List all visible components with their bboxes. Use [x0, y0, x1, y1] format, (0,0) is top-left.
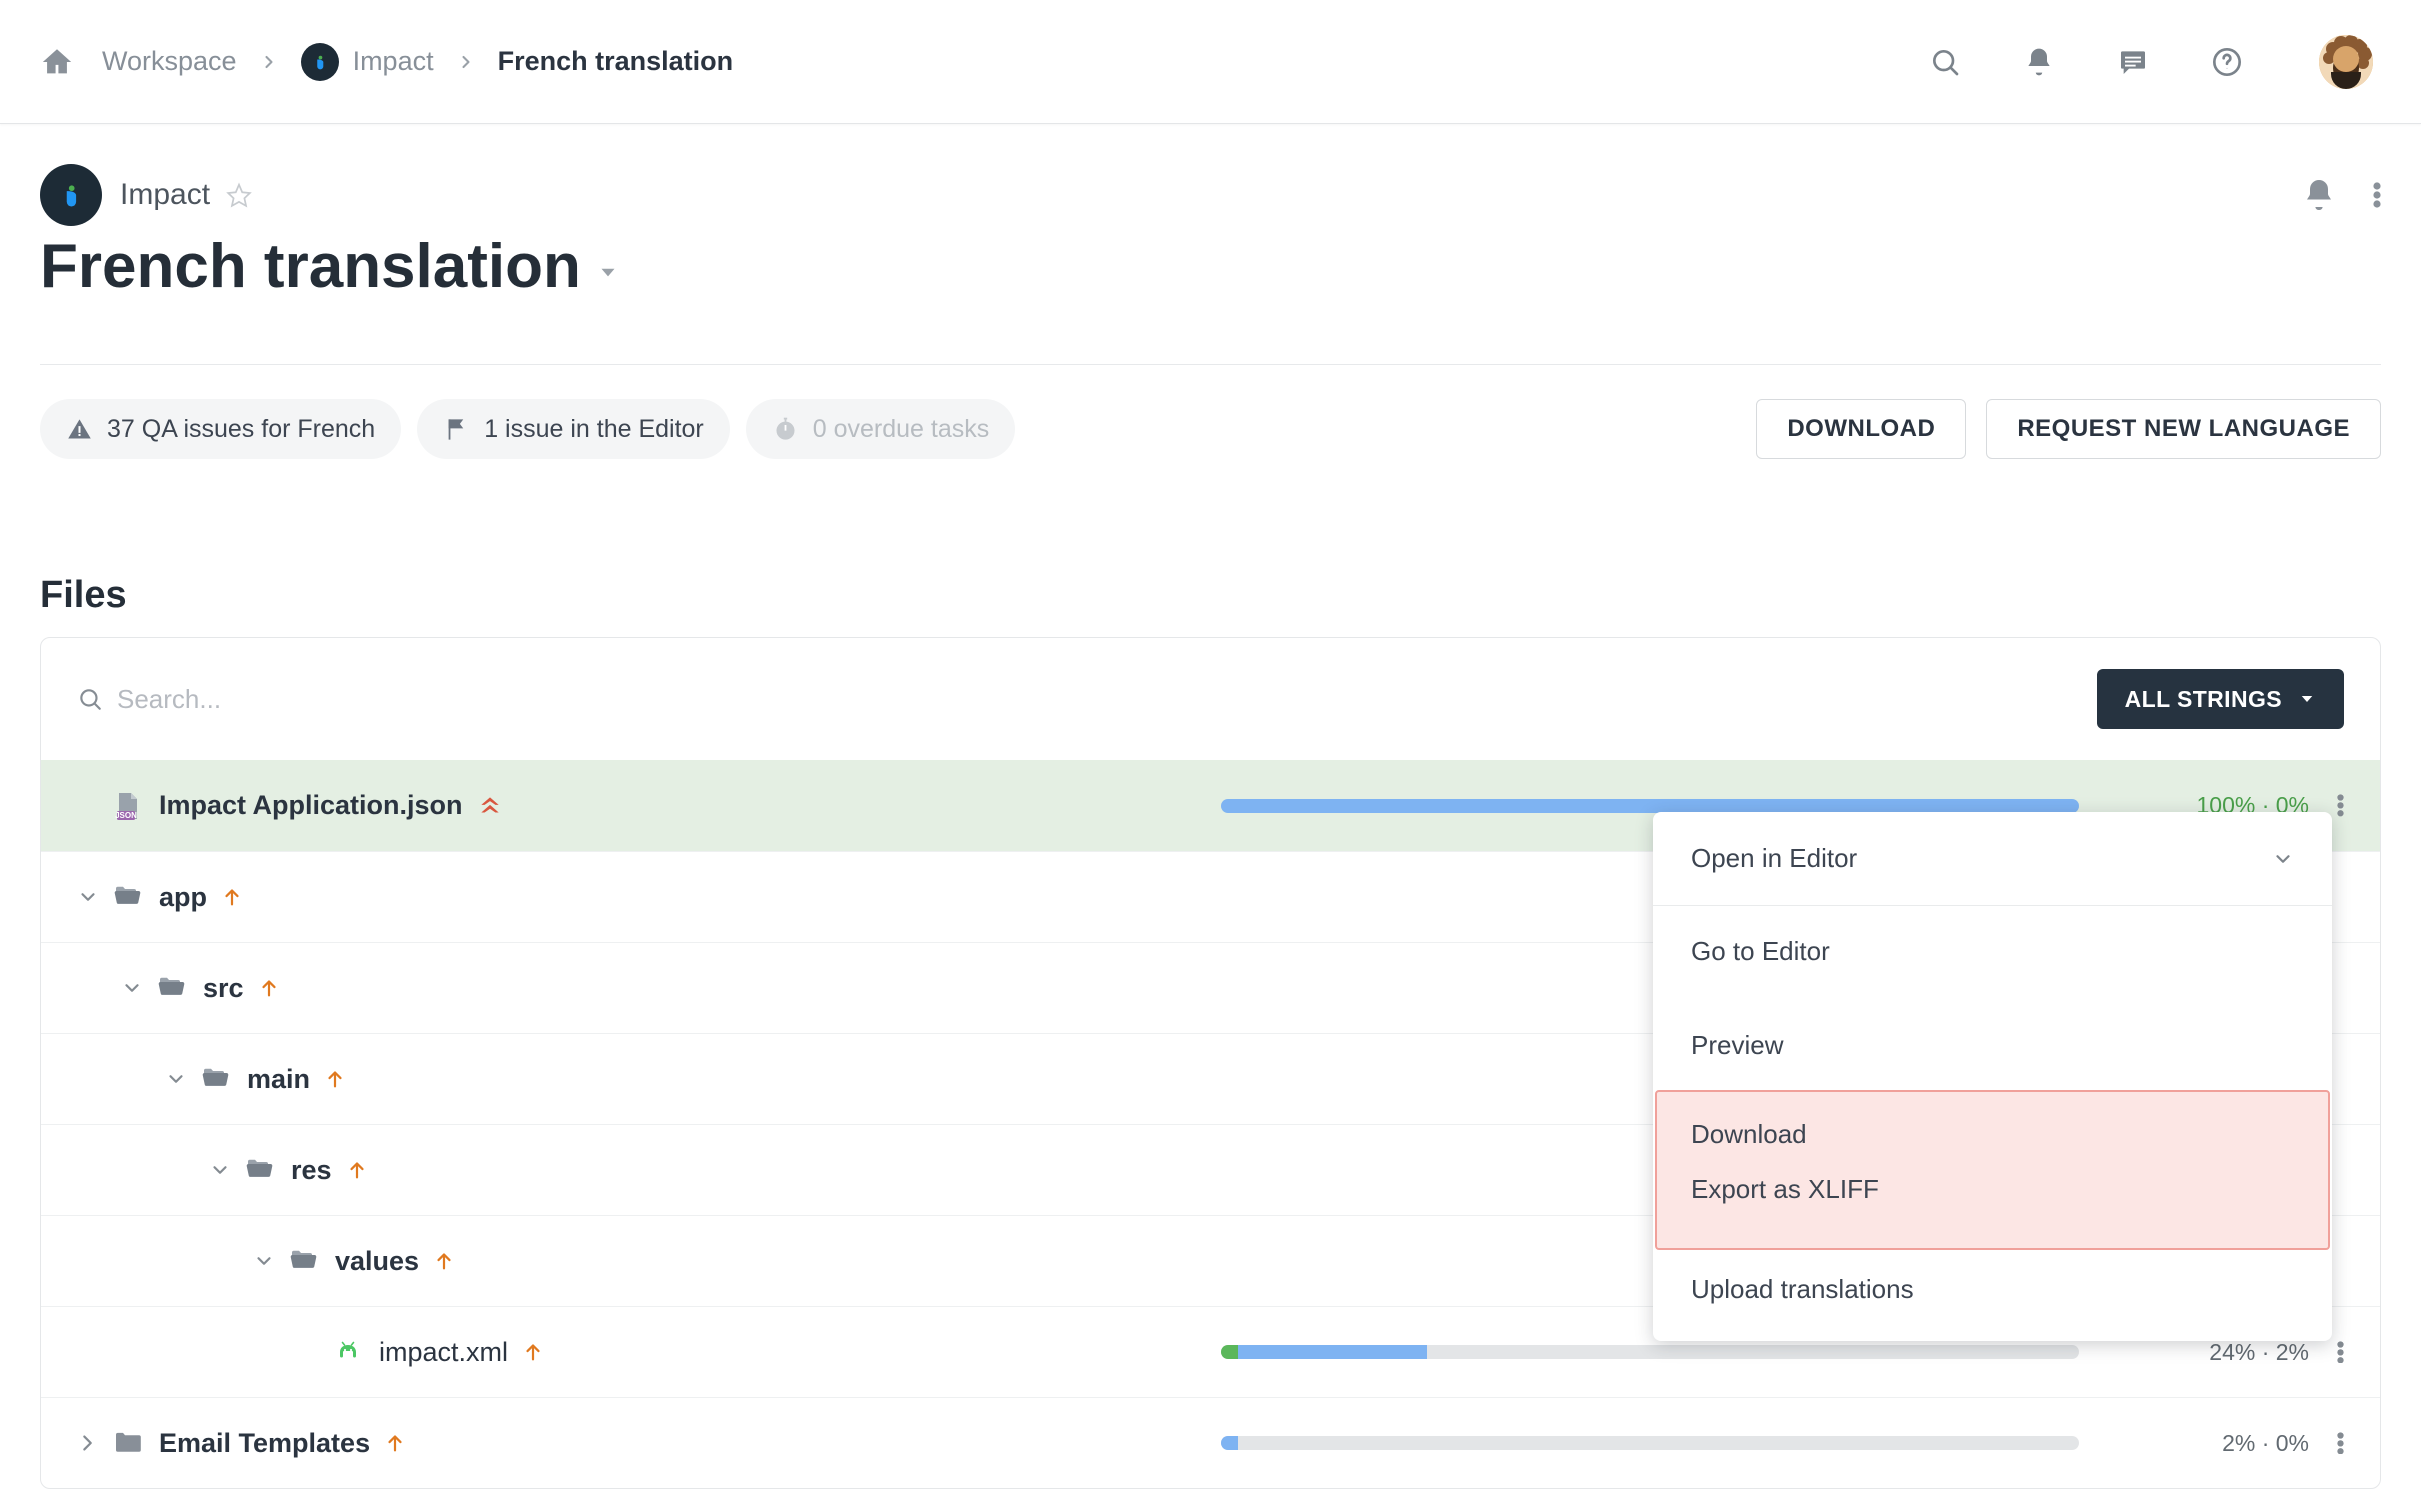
svg-text:JSON: JSON [115, 811, 137, 820]
